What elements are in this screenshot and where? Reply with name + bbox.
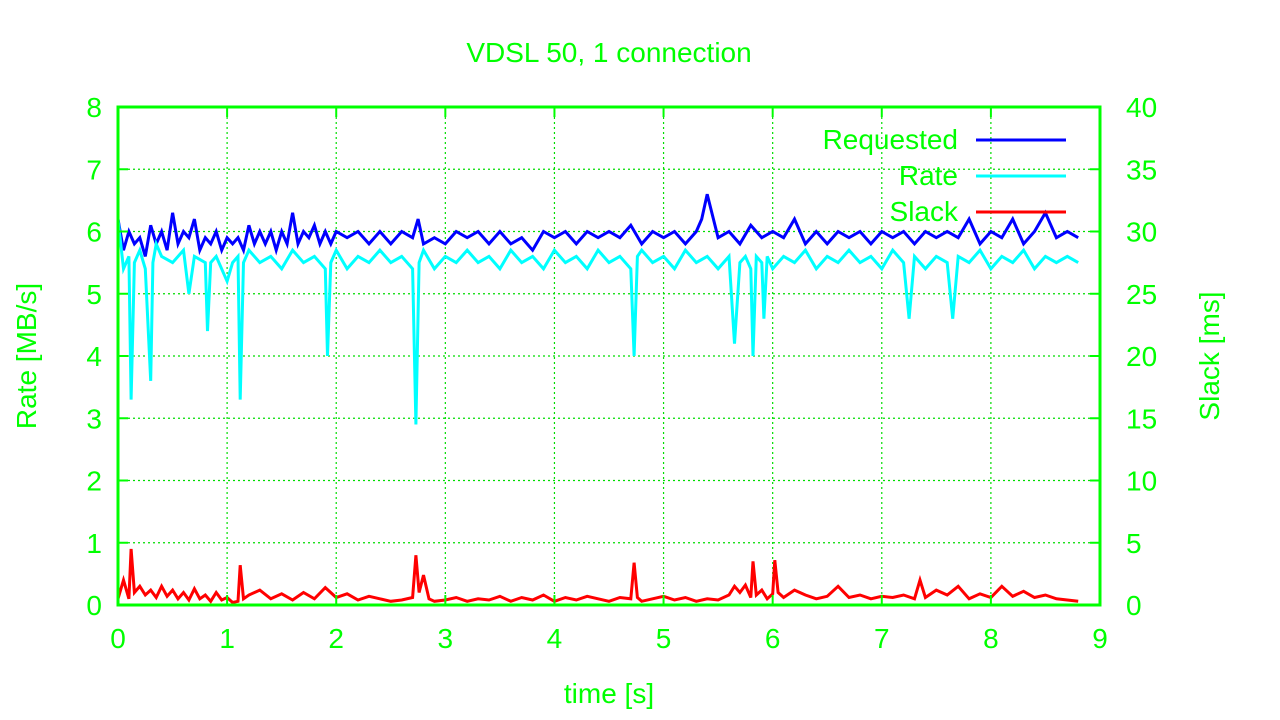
legend: Requested Rate Slack — [823, 124, 1066, 227]
series-line-requested — [116, 193, 1079, 257]
y-tick-label: 7 — [86, 154, 102, 185]
y2-axis-label: Slack [ms] — [1194, 291, 1225, 420]
x-tick-label: 1 — [219, 623, 235, 654]
y2-tick-label: 30 — [1126, 217, 1157, 248]
y2-tick-label: 20 — [1126, 341, 1157, 372]
x-tick-label: 5 — [656, 623, 672, 654]
x-tick-label: 2 — [328, 623, 344, 654]
y2-tick-label: 0 — [1126, 590, 1142, 621]
y2-tick-label: 10 — [1126, 466, 1157, 497]
series-line-rate — [116, 218, 1079, 425]
x-axis-label: time [s] — [564, 678, 654, 709]
y2-tick-label: 15 — [1126, 403, 1157, 434]
x-tick-label: 4 — [547, 623, 563, 654]
legend-label-rate: Rate — [899, 160, 958, 191]
legend-label-requested: Requested — [823, 124, 958, 155]
x-tick-label: 8 — [983, 623, 999, 654]
x-tick-label: 9 — [1092, 623, 1108, 654]
y2-tick-label: 40 — [1126, 92, 1157, 123]
y2-tick-label: 35 — [1126, 154, 1157, 185]
chart-title: VDSL 50, 1 connection — [466, 37, 751, 68]
y-tick-label: 8 — [86, 92, 102, 123]
series-layer — [116, 193, 1079, 605]
x-tick-label: 3 — [438, 623, 454, 654]
y-tick-label: 2 — [86, 466, 102, 497]
legend-label-slack: Slack — [890, 196, 959, 227]
x-tick-label: 6 — [765, 623, 781, 654]
y2-tick-label: 5 — [1126, 528, 1142, 559]
y2-tick-label: 25 — [1126, 279, 1157, 310]
y-tick-label: 6 — [86, 217, 102, 248]
y-tick-label: 0 — [86, 590, 102, 621]
x-tick-label: 0 — [110, 623, 126, 654]
x-tick-label: 7 — [874, 623, 890, 654]
y-tick-label: 3 — [86, 403, 102, 434]
y-tick-label: 4 — [86, 341, 102, 372]
y-tick-label: 1 — [86, 528, 102, 559]
y-axis-label: Rate [MB/s] — [11, 283, 42, 429]
series-line-slack — [116, 548, 1079, 605]
y-tick-label: 5 — [86, 279, 102, 310]
